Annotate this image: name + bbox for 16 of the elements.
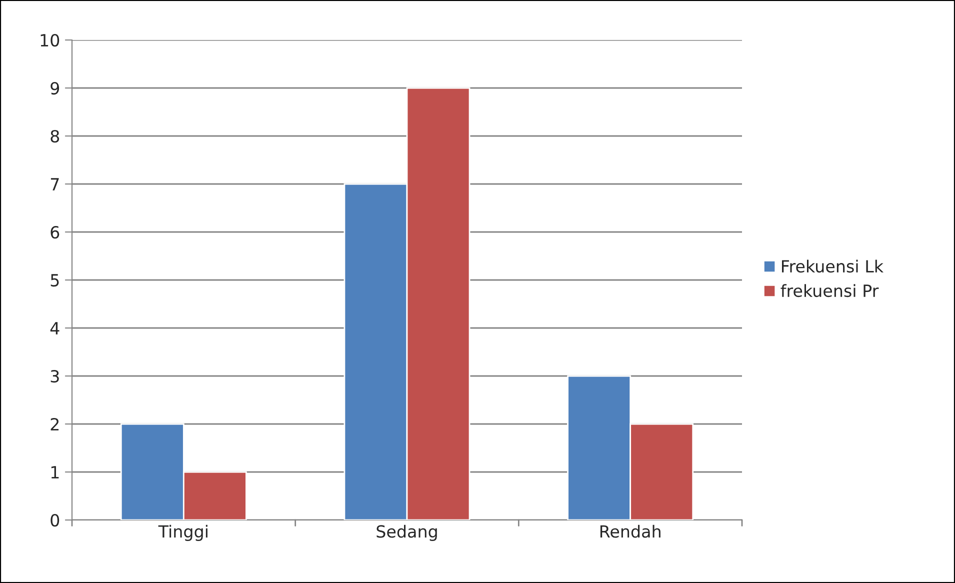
legend-label: frekuensi Pr (780, 284, 879, 298)
y-tick-label: 6 (50, 226, 60, 239)
y-tick-label: 2 (50, 418, 59, 430)
y-tick-label: 8 (50, 130, 60, 143)
y-tick-label: 1 (51, 466, 59, 478)
y-tick-label: 9 (50, 82, 60, 95)
y-tick-label: 0 (50, 514, 60, 527)
y-tick-label: 10 (40, 34, 60, 47)
x-tick-label: Tinggi (158, 524, 208, 541)
y-tick-label: 5 (50, 274, 59, 287)
legend-label: Frekuensi Lk (782, 260, 884, 273)
x-tick-label: Rendah (600, 524, 660, 538)
x-tick-label: Sedang (376, 524, 437, 541)
y-tick-label: 4 (50, 322, 60, 334)
y-tick-label: 3 (50, 370, 59, 383)
y-tick-label: 7 (50, 178, 59, 190)
